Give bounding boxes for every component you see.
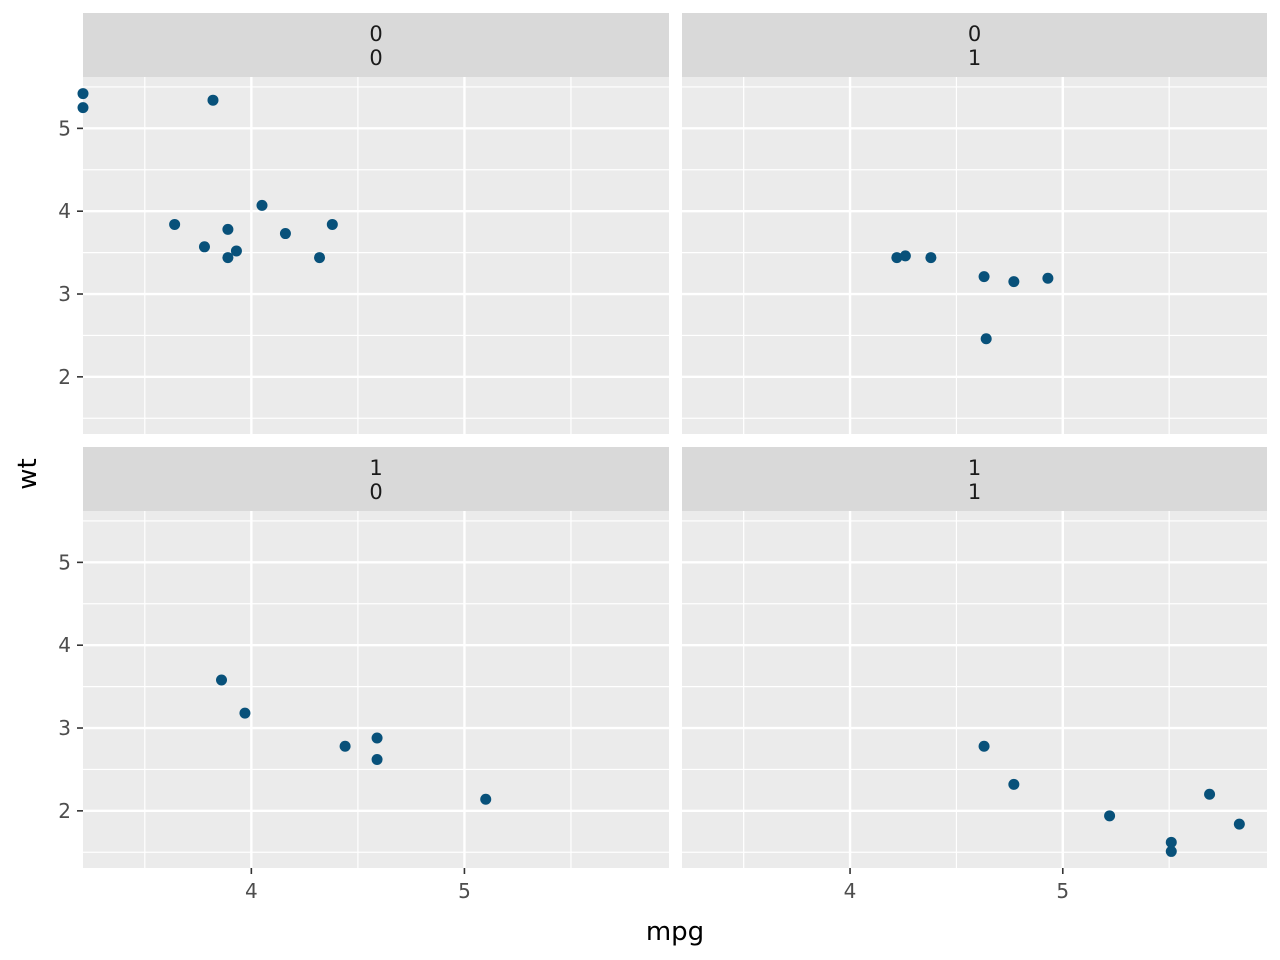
data-point xyxy=(222,252,234,264)
panel-background xyxy=(682,511,1267,868)
facet-strip-label: 0 xyxy=(968,22,981,46)
y-tick-label: 4 xyxy=(58,199,71,223)
data-point xyxy=(207,94,219,106)
facet-panel: 11 4 5 xyxy=(682,447,1267,903)
x-tick-label: 5 xyxy=(1056,879,1069,903)
data-point xyxy=(339,740,351,752)
facet-strip-label: 1 xyxy=(369,456,382,480)
data-point xyxy=(480,793,492,805)
facet-strip xyxy=(83,447,669,511)
data-point xyxy=(1008,276,1020,288)
data-point xyxy=(314,252,326,264)
facet-strip xyxy=(682,447,1267,511)
facet-panel: 01 xyxy=(682,13,1267,434)
y-tick-label: 3 xyxy=(58,282,71,306)
data-point xyxy=(371,732,383,744)
data-point xyxy=(256,199,268,211)
x-tick-label: 4 xyxy=(245,879,258,903)
data-point xyxy=(1008,778,1020,790)
data-point xyxy=(1042,272,1054,284)
y-tick-label: 3 xyxy=(58,716,71,740)
data-point xyxy=(279,228,291,240)
y-tick-label: 2 xyxy=(58,365,71,389)
data-point xyxy=(1165,836,1177,848)
data-point xyxy=(222,223,234,235)
data-point xyxy=(230,245,242,257)
data-point xyxy=(239,707,251,719)
facet-strip-label: 0 xyxy=(369,480,382,504)
data-point xyxy=(169,218,181,230)
x-tick-label: 5 xyxy=(458,879,471,903)
facet-strip xyxy=(682,13,1267,77)
data-point xyxy=(899,250,911,262)
data-point xyxy=(371,753,383,765)
data-point xyxy=(978,271,990,283)
facet-panel: 10 2 3 4 5 4 5 xyxy=(58,447,669,903)
data-point xyxy=(978,740,990,752)
panel-background xyxy=(83,511,669,868)
data-point xyxy=(980,333,992,345)
facet-strip-label: 0 xyxy=(369,22,382,46)
facet-strip-label: 1 xyxy=(968,46,981,70)
data-point xyxy=(216,674,228,686)
data-point xyxy=(1165,845,1177,857)
data-point xyxy=(1233,818,1245,830)
data-point xyxy=(891,252,903,264)
data-point xyxy=(77,102,89,114)
data-point xyxy=(326,218,338,230)
x-axis-title: mpg xyxy=(646,917,704,947)
data-point xyxy=(925,252,937,264)
data-point xyxy=(198,241,210,253)
y-tick-label: 5 xyxy=(58,116,71,140)
data-point xyxy=(1104,810,1116,822)
facet-strip xyxy=(83,13,669,77)
facet-strip-label: 1 xyxy=(968,480,981,504)
facet-strip-label: 0 xyxy=(369,46,382,70)
y-axis-title: wt xyxy=(13,458,43,489)
data-point xyxy=(1204,788,1216,800)
data-point xyxy=(77,88,89,100)
facet-panel: 00 2 3 4 5 xyxy=(58,13,669,434)
y-tick-label: 2 xyxy=(58,799,71,823)
y-tick-label: 5 xyxy=(58,550,71,574)
facet-strip-label: 1 xyxy=(968,456,981,480)
y-tick-label: 4 xyxy=(58,633,71,657)
x-tick-label: 4 xyxy=(844,879,857,903)
panel-background xyxy=(83,77,669,434)
panel-background xyxy=(682,77,1267,434)
